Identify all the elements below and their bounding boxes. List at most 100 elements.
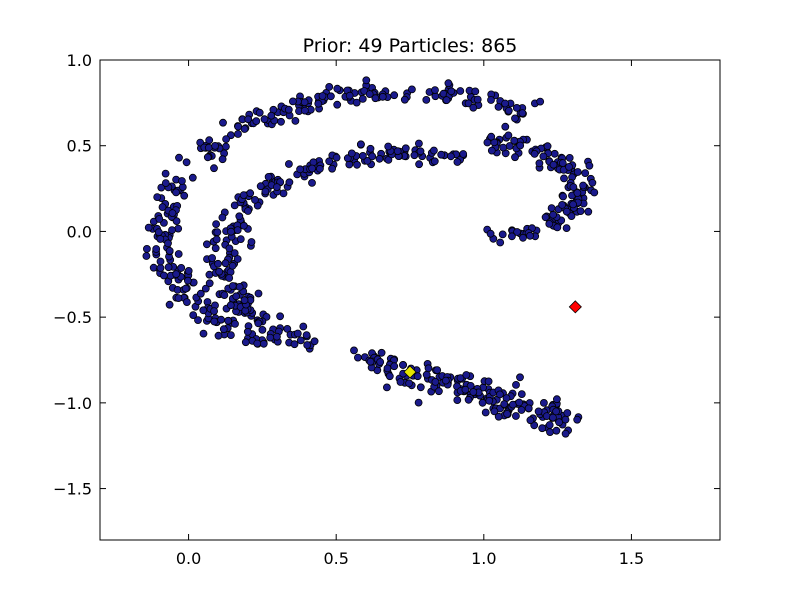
particle-point — [383, 364, 392, 373]
particle-point — [276, 312, 285, 321]
particle-point — [228, 282, 237, 290]
particle-point — [366, 144, 375, 153]
particle-point — [541, 213, 550, 222]
particle-point — [300, 98, 309, 107]
particle-point — [247, 238, 256, 246]
particle-point — [213, 228, 222, 237]
particle-point — [290, 340, 299, 349]
particle-point — [220, 291, 229, 300]
particle-point — [401, 144, 410, 153]
particle-point — [567, 212, 576, 221]
particle-point — [573, 415, 582, 424]
plot-frame — [99, 59, 721, 541]
particle-point — [569, 183, 578, 192]
particle-point — [490, 407, 499, 416]
particle-point — [211, 244, 220, 253]
particle-point — [376, 358, 385, 366]
particle-point — [260, 115, 269, 124]
particle-point — [487, 96, 495, 104]
particle-point — [221, 259, 230, 268]
particle-point — [447, 87, 456, 96]
particle-point — [565, 153, 574, 162]
particle-point — [441, 376, 450, 385]
particle-point — [469, 103, 478, 112]
particle-point — [255, 108, 264, 117]
particle-point — [172, 217, 181, 226]
particle-point — [210, 164, 218, 173]
particle-point — [485, 396, 494, 405]
particle-point — [154, 228, 163, 237]
particle-point — [498, 230, 507, 239]
particle-point — [235, 212, 244, 221]
particle-point — [543, 142, 552, 151]
particle-point — [516, 373, 524, 382]
particle-point — [503, 409, 512, 418]
x-tick-label: 1.5 — [619, 549, 644, 568]
particle-point — [208, 254, 217, 262]
particle-point — [396, 378, 405, 386]
particle-point — [504, 131, 513, 140]
particle-point — [494, 412, 503, 421]
particle-point — [552, 407, 560, 416]
particle-point — [549, 210, 557, 219]
particle-point — [345, 160, 354, 169]
particle-point — [526, 416, 535, 425]
particle-point — [486, 229, 495, 238]
particle-point — [240, 125, 249, 133]
particle-point — [415, 160, 424, 169]
particle-point — [414, 398, 423, 407]
particle-point — [579, 181, 587, 190]
particle-point — [194, 316, 202, 325]
particle-point — [199, 329, 208, 338]
particle-point — [431, 377, 440, 386]
particle-point — [410, 151, 419, 160]
particle-point — [246, 189, 255, 198]
particle-point — [433, 366, 442, 375]
particle-point — [236, 235, 245, 244]
particle-point — [309, 158, 318, 167]
particle-point — [456, 87, 465, 95]
particle-point — [590, 188, 599, 197]
particle-point — [172, 188, 181, 197]
particle-point — [512, 380, 520, 389]
particle-point — [494, 103, 503, 111]
particle-point — [382, 383, 391, 392]
particle-point — [219, 118, 227, 127]
particle-point — [563, 409, 572, 417]
particle-point — [545, 219, 554, 228]
particle-point — [226, 331, 235, 340]
particle-point — [233, 255, 242, 263]
particle-point — [177, 177, 186, 185]
particle-point — [518, 109, 527, 117]
particle-point — [496, 238, 505, 247]
particle-point — [352, 98, 361, 107]
particle-point — [453, 396, 462, 405]
particle-point — [296, 165, 305, 174]
particle-point — [358, 151, 367, 160]
particle-point — [368, 152, 377, 161]
particle-point — [375, 154, 384, 163]
particle-point — [241, 338, 250, 347]
particle-point — [314, 99, 323, 108]
particle-point — [218, 155, 227, 164]
particle-point — [256, 182, 265, 191]
particle-point — [175, 153, 183, 162]
particle-point — [261, 187, 270, 196]
particle-point — [283, 324, 292, 333]
particle-point — [205, 270, 214, 279]
particle-point — [393, 147, 402, 156]
particle-point — [234, 122, 243, 131]
particle-point — [210, 317, 219, 326]
particle-point — [459, 150, 468, 158]
y-tick-label: −1.0 — [53, 394, 92, 413]
particle-point — [560, 174, 568, 183]
particle-point — [228, 261, 237, 270]
particle-point — [142, 244, 151, 253]
particle-point — [534, 407, 543, 416]
particle-point — [205, 279, 214, 288]
particle-point — [296, 336, 305, 345]
particle-point — [239, 221, 248, 230]
particle-point — [400, 95, 409, 104]
particle-point — [446, 152, 455, 161]
